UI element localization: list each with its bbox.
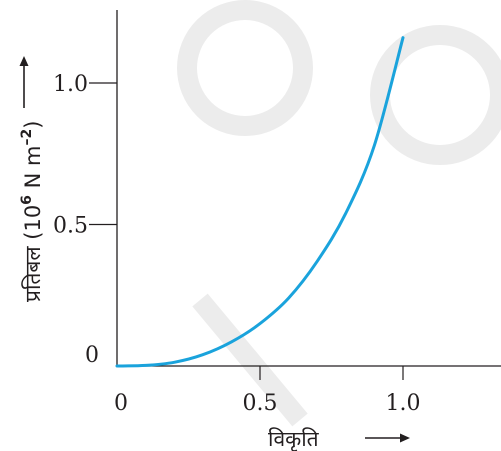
y-ticks: 0 0.5 1.0 bbox=[53, 72, 117, 368]
y-tick-label: 0 bbox=[85, 343, 99, 368]
x-tick-label: 0.5 bbox=[243, 391, 278, 416]
y-tick-label: 1.0 bbox=[53, 72, 88, 97]
x-axis-label: विकृति bbox=[268, 427, 320, 451]
x-tick-label: 0 bbox=[114, 391, 128, 416]
y-tick-label: 0.5 bbox=[53, 214, 88, 239]
x-ticks: 0 0.5 1.0 bbox=[114, 366, 421, 416]
y-axis-label-unit: N m bbox=[21, 146, 45, 196]
x-tick-label: 1.0 bbox=[386, 391, 421, 416]
y-axis-label-main: प्रतिबल (10 bbox=[21, 205, 45, 302]
x-axis-arrow bbox=[365, 433, 410, 443]
y-axis-label: प्रतिबल (106 N m–2) bbox=[19, 121, 45, 302]
y-axis-label-exponent-2: –2 bbox=[19, 129, 35, 146]
series-group bbox=[115, 36, 405, 368]
y-axis-label-close: ) bbox=[21, 121, 45, 129]
stress-strain-curve bbox=[115, 36, 405, 368]
watermark bbox=[177, 0, 501, 427]
y-axis-label-exponent-1: 6 bbox=[19, 195, 35, 205]
y-axis-arrow bbox=[19, 56, 29, 108]
